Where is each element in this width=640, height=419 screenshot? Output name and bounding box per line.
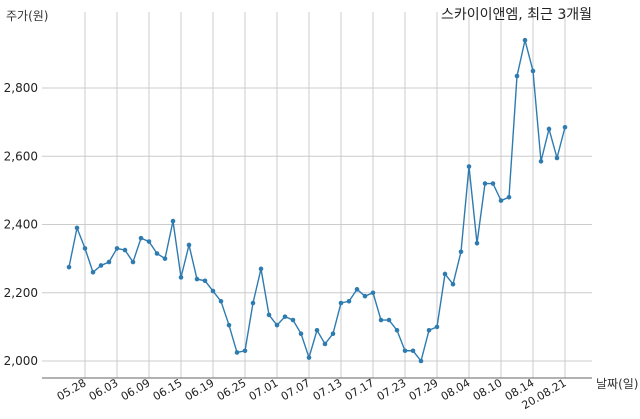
data-point [498,198,504,203]
data-point [282,314,288,319]
data-point [482,181,488,186]
data-point [82,246,88,251]
data-point [346,298,352,304]
y-tick-label: 2,400 [4,218,38,232]
data-point [378,317,384,323]
data-point [554,155,560,161]
x-tick-label: 06.19 [183,376,217,403]
data-point [146,239,152,244]
chart-title: 스카이이앤엠, 최근 3개월 [441,7,592,23]
data-point [106,259,112,265]
data-point [450,281,456,287]
data-point [162,256,168,261]
x-tick-label: 07.29 [407,376,441,403]
y-tick-label: 2,600 [4,149,38,163]
data-point [442,271,448,277]
x-tick-label: 06.25 [215,376,249,403]
data-point [218,298,224,304]
x-tick-label: 08.10 [471,376,505,403]
data-point [314,327,320,333]
data-point [434,324,440,330]
data-point [338,300,344,306]
y-tick-label: 2,800 [4,81,38,95]
data-point [322,341,328,347]
data-point [522,37,528,43]
x-tick-label: 06.09 [119,376,153,403]
x-tick-label: 06.03 [87,376,121,403]
y-tick-label: 2,200 [4,286,38,300]
x-tick-label: 06.15 [151,376,185,403]
data-point [474,240,480,246]
data-point [74,225,80,231]
data-point [330,331,336,337]
data-point [514,73,520,79]
y-tick-label: 2,000 [4,354,38,368]
x-tick-label: 07.07 [279,376,313,403]
data-point [194,276,200,282]
data-point [90,269,96,275]
data-point [426,327,432,333]
data-point [234,350,240,355]
data-point [538,159,544,164]
data-point [202,278,208,284]
data-point [394,327,400,333]
data-point [490,181,496,186]
x-tick-label: 05.28 [55,376,89,403]
data-point [530,68,536,74]
x-tick-label: 07.23 [375,376,409,403]
grid-layer [42,12,592,378]
data-point [178,275,184,280]
data-point [306,355,312,360]
data-point [130,259,136,265]
data-point [386,317,392,323]
x-tick-label: 07.13 [311,376,345,403]
x-tick-label: 07.17 [343,376,377,403]
y-axis-label: 주가(원) [6,9,48,23]
data-point [354,287,360,292]
data-point [266,312,272,318]
data-point [226,322,232,328]
data-point [546,126,552,132]
data-point [114,246,120,251]
x-tick-label: 08.04 [439,376,473,403]
data-point [138,235,144,241]
data-point [274,322,280,328]
tick-label-layer: 2,000 2,200 2,400 2,600 2,800 05.2806.0306.09… [4,81,569,412]
data-point [210,288,216,294]
data-point [122,247,128,253]
data-point [170,218,176,224]
point-layer [66,37,568,364]
data-point [298,331,304,337]
data-point [466,164,472,169]
data-point [290,317,296,323]
data-point [258,266,264,272]
data-point [506,194,512,200]
data-point [418,358,424,364]
data-point [250,300,256,306]
data-point [242,348,248,354]
data-point [98,263,104,268]
data-point [186,242,192,248]
data-point [66,264,72,270]
data-point [458,249,464,255]
data-point [154,251,160,256]
data-point [410,348,416,354]
data-point [362,293,368,299]
data-point [562,124,568,130]
data-point [370,290,376,296]
x-tick-label: 07.01 [247,376,281,403]
data-point [402,348,408,354]
x-axis-label: 날짜(일) [596,377,638,391]
